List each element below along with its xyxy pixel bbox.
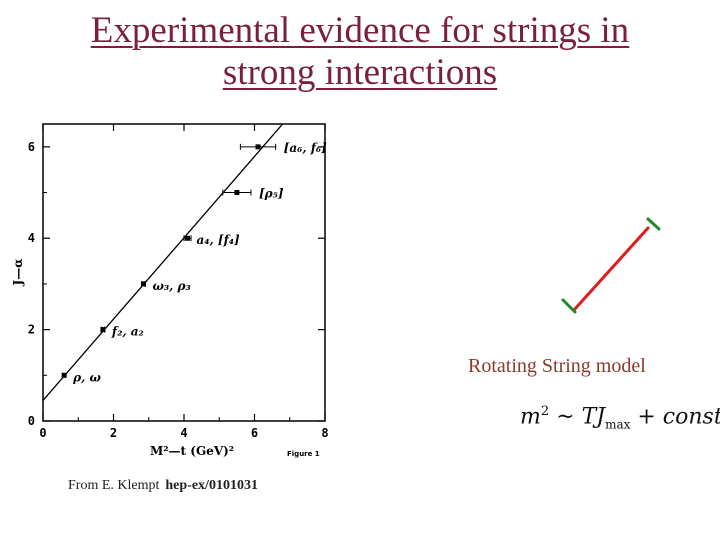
title-line-1: Experimental evidence for strings in — [90, 10, 630, 51]
x-tick-label: 6 — [251, 426, 258, 440]
y-tick-label: 0 — [28, 414, 35, 428]
data-point — [234, 190, 240, 196]
title-line-2: strong interactions — [222, 52, 498, 93]
data-point — [100, 327, 106, 333]
point-label: [a₆, f₆] — [284, 141, 327, 155]
x-tick-label: 2 — [110, 426, 117, 440]
source-ref: hep-ex/0101031 — [165, 478, 258, 493]
data-point — [185, 235, 191, 241]
x-tick-label: 4 — [180, 426, 187, 440]
data-point — [61, 372, 67, 378]
x-axis-label: M²—t (GeV)² — [150, 444, 234, 458]
point-label: f₂, a₂ — [111, 325, 144, 339]
rotating-string-formula: m2 ~ TJmax + const — [520, 404, 720, 432]
source-prefix: From E. Klempt — [68, 478, 160, 493]
slide-title: Experimental evidence for strings in str… — [0, 10, 720, 94]
rotating-string — [572, 226, 650, 312]
data-point — [255, 144, 261, 150]
formula-lhs-exponent: 2 — [540, 404, 550, 419]
figure-caption: Figure 1 — [287, 450, 320, 458]
formula-lhs: m — [520, 404, 541, 430]
point-label: [ρ₅] — [259, 187, 284, 201]
y-tick-label: 4 — [28, 231, 35, 245]
formula-rhs: TJ — [581, 404, 606, 430]
y-axis-label: J—α — [11, 259, 25, 287]
data-point — [140, 281, 146, 287]
point-label: ρ, ω — [72, 370, 101, 384]
point-label: ω₃, ρ₃ — [152, 279, 190, 293]
string-end-bottom — [561, 298, 577, 314]
y-tick-label: 6 — [28, 140, 35, 154]
formula-rhs-subscript: max — [605, 417, 631, 432]
model-label: Rotating String model — [468, 355, 646, 377]
y-tick-label: 2 — [28, 323, 35, 337]
formula-tail: + const — [630, 404, 720, 430]
string-end-top — [646, 217, 661, 231]
source-citation: From E. Klempt hep-ex/0101031 — [68, 478, 258, 494]
formula-approx: ~ — [549, 404, 582, 430]
x-tick-label: 8 — [321, 426, 328, 440]
fit-line — [42, 123, 284, 401]
point-label: a₄, [f₄] — [197, 233, 240, 247]
x-tick-label: 0 — [39, 426, 46, 440]
